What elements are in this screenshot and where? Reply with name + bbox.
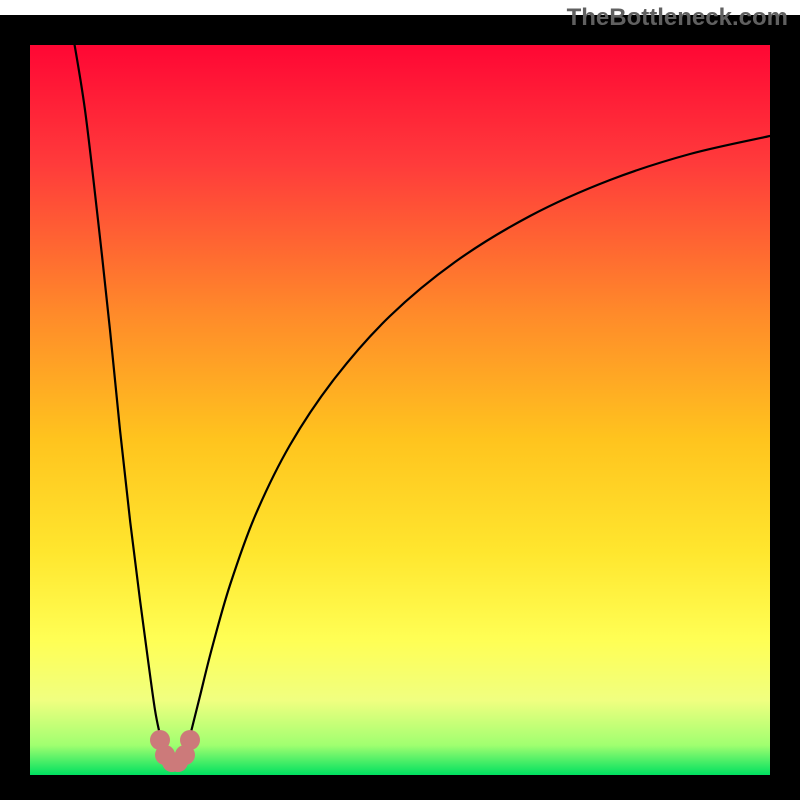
gradient-curve-chart — [0, 0, 800, 800]
attribution-label: TheBottleneck.com — [567, 4, 788, 32]
marker-dot — [180, 730, 200, 750]
gradient-backdrop — [30, 30, 770, 775]
bottleneck-figure: TheBottleneck.com — [0, 0, 800, 800]
